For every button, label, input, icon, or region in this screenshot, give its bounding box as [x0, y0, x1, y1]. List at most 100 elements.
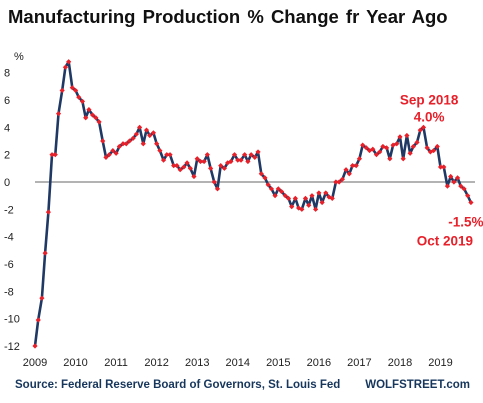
- y-tick-label: 6: [4, 95, 10, 107]
- data-point: [451, 179, 457, 185]
- data-point: [103, 154, 109, 160]
- data-point: [120, 141, 126, 147]
- data-point: [285, 195, 292, 201]
- data-point: [191, 173, 197, 180]
- data-point: [52, 152, 58, 158]
- data-point: [150, 130, 157, 136]
- annotations: Sep 2018 4.0% -1.5% Oct 2019: [400, 92, 483, 248]
- data-point: [154, 141, 160, 147]
- data-point: [448, 173, 454, 180]
- data-point: [238, 157, 244, 163]
- data-point: [76, 94, 82, 100]
- data-point: [397, 134, 403, 140]
- data-point: [309, 193, 315, 199]
- data-point: [204, 152, 210, 158]
- x-tick-label: 2016: [307, 357, 331, 369]
- data-point: [339, 176, 345, 182]
- data-point: [441, 164, 447, 170]
- data-point: [262, 175, 268, 181]
- data-point: [89, 112, 96, 118]
- data-point: [218, 163, 224, 169]
- data-point: [289, 204, 295, 210]
- data-point-markers: [32, 59, 474, 349]
- data-point: [194, 156, 200, 162]
- data-point: [147, 132, 153, 139]
- data-point: [100, 138, 106, 144]
- data-point: [143, 127, 150, 133]
- x-tick-label: 2009: [23, 357, 47, 369]
- data-point: [458, 183, 464, 189]
- data-point: [313, 206, 319, 212]
- data-point: [116, 143, 122, 150]
- data-point: [59, 87, 65, 94]
- data-point: [133, 131, 139, 137]
- data-point: [140, 141, 146, 147]
- data-point: [231, 152, 238, 158]
- data-point: [258, 171, 264, 177]
- data-point: [177, 167, 183, 173]
- data-point: [404, 132, 410, 139]
- data-point: [242, 152, 248, 158]
- data-point: [343, 167, 349, 173]
- data-point: [228, 158, 234, 165]
- data-point: [319, 199, 325, 206]
- data-point: [394, 141, 400, 147]
- data-point: [363, 145, 369, 151]
- data-point: [410, 143, 416, 150]
- data-point: [255, 149, 261, 155]
- data-point: [316, 190, 322, 196]
- data-point: [417, 127, 423, 133]
- data-point: [66, 59, 72, 65]
- data-point: [211, 179, 217, 185]
- data-point: [444, 183, 451, 189]
- data-point: [235, 157, 241, 163]
- data-point: [164, 152, 170, 158]
- data-point: [282, 193, 288, 199]
- data-point: [248, 152, 254, 158]
- data-point: [184, 160, 190, 166]
- x-tick-label: 2015: [266, 357, 290, 369]
- data-point: [123, 141, 129, 147]
- data-point: [214, 186, 221, 192]
- data-point: [400, 156, 406, 162]
- data-point: [407, 150, 413, 156]
- data-point: [336, 179, 342, 185]
- data-point: [465, 193, 471, 199]
- x-tick-label: 2014: [226, 357, 250, 369]
- data-point: [197, 158, 204, 165]
- data-point: [221, 165, 227, 171]
- data-point: [32, 343, 38, 349]
- data-point: [302, 195, 309, 201]
- data-point: [69, 85, 75, 91]
- data-point: [306, 202, 312, 208]
- data-point: [181, 164, 187, 170]
- y-tick-label: -4: [4, 232, 14, 244]
- y-tick-label: -12: [4, 341, 20, 353]
- y-tick-labels: 8 6 4 2 0 -2 -4 -6 -8 -10 -12: [4, 68, 20, 353]
- data-point: [437, 164, 444, 170]
- data-point: [167, 152, 173, 158]
- data-point: [201, 158, 207, 165]
- x-tick-label: 2018: [388, 357, 412, 369]
- data-point: [83, 115, 89, 121]
- series-line: [33, 60, 473, 347]
- data-point: [272, 193, 278, 199]
- data-point: [113, 150, 119, 156]
- data-point: [468, 199, 474, 206]
- data-point: [420, 124, 427, 130]
- data-point: [137, 124, 143, 130]
- data-point: [387, 156, 393, 162]
- data-point: [268, 186, 275, 192]
- data-point: [171, 163, 177, 169]
- annotation-oct-2019-value: -1.5%: [448, 215, 483, 230]
- data-point: [265, 182, 271, 188]
- data-point: [349, 163, 356, 169]
- data-point: [353, 163, 359, 169]
- data-point: [373, 152, 380, 158]
- data-point: [39, 295, 45, 301]
- x-tick-label: 2012: [144, 357, 168, 369]
- data-point: [207, 165, 214, 171]
- data-point: [79, 98, 86, 104]
- data-point: [434, 143, 440, 150]
